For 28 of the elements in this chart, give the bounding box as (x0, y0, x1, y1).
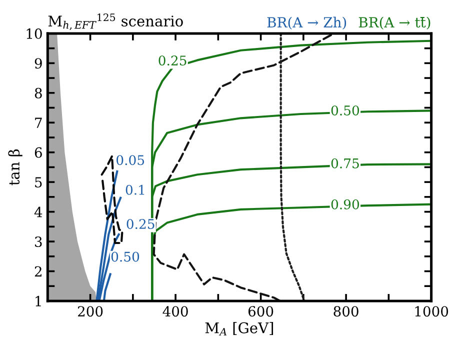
annotation: 0.50 (331, 105, 360, 116)
y-tick-label: 6 (34, 147, 42, 158)
y-tick-label: 1 (36, 296, 41, 306)
x-axis-title: M$_{A}$ [GeV] (205, 322, 274, 336)
text: BR(A → Zh) (267, 16, 346, 30)
y-tick-label: 3 (35, 236, 42, 247)
series-label: BR(A → tt̄) (358, 16, 430, 30)
annotation: 0.25 (158, 56, 186, 66)
x-tick-label: 800 (334, 306, 358, 317)
y-axis-title: tan β (8, 149, 22, 186)
y-tick-label: 9 (34, 58, 42, 69)
y-tick-label: 2 (34, 266, 42, 277)
y-tick-label: 7 (35, 118, 42, 128)
y-tick-label: 10 (26, 28, 42, 39)
annotation: 0.50 (111, 252, 140, 262)
annotation: 0.90 (331, 199, 360, 210)
annotation: 0.25 (126, 219, 154, 229)
y-tick-label: 4 (34, 206, 42, 218)
y-tick-label: 8 (34, 88, 42, 98)
x-tick-label: 400 (162, 306, 188, 317)
annotation: 0.05 (116, 155, 144, 166)
chart-title: M$_{h,EFT}$$^{125}$ scenario (48, 13, 183, 30)
annotation: 0.75 (331, 158, 359, 168)
y-tick-label: 5 (35, 177, 42, 188)
x-tick-label: 600 (248, 306, 274, 317)
annotation: 0.1 (126, 184, 144, 195)
x-tick-label: 1000 (415, 306, 448, 317)
x-tick-label: 200 (78, 306, 103, 317)
